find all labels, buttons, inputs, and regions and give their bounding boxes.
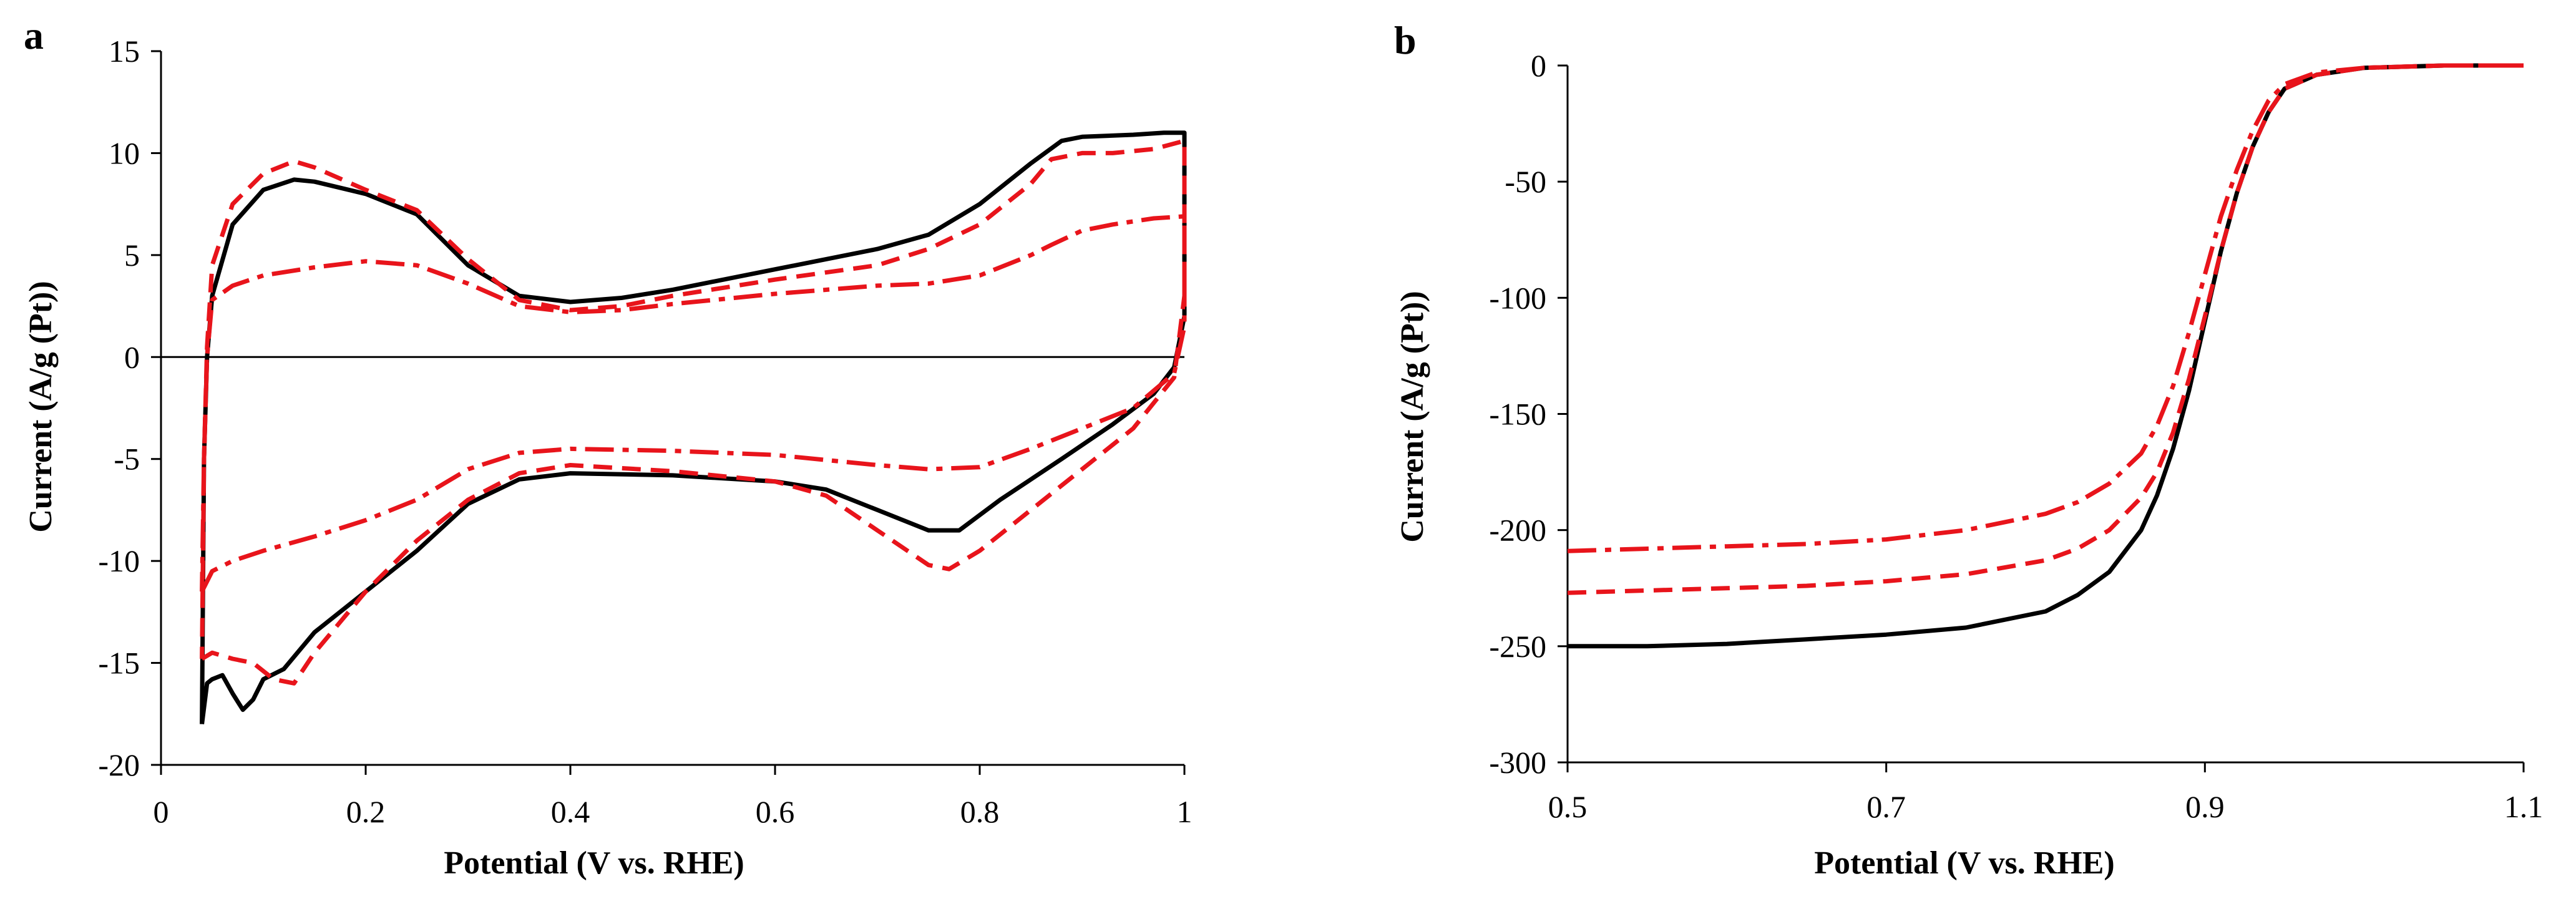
panel-a-y-axis-title: Current (A/g (Pt)) [23,281,59,532]
panel-b-axes [1558,64,2525,772]
panel-a-series-solid-black [200,130,1187,725]
panel-a-y-tick-label: -20 [98,747,140,782]
panel-a-x-tick-label: 0.8 [960,794,1000,829]
panel-a-chart: a 15 10 5 0 -5 -10 -15 -20 0 0.2 0.4 0.6 0.8 1 Curren… [23,13,1193,881]
panel-a-y-tick-label: -15 [98,646,140,681]
panel-b-y-tick-label: -300 [1489,745,1546,780]
panel-b-x-tick-label: 1.1 [2504,789,2544,824]
panel-b-x-tick-label: 0.5 [1548,789,1588,824]
panel-a-x-tick-label: 0 [154,794,169,829]
panel-b-x-tick-label: 0.9 [2185,789,2225,824]
panel-b-y-tick-label: -150 [1489,397,1546,432]
panel-a-series-red-dash-dot [200,214,1187,593]
panel-b-x-axis-title: Potential (V vs. RHE) [1814,845,2114,881]
panel-a-y-tick-label: 10 [109,135,140,170]
panel-a-y-tick-label: 0 [124,339,140,374]
panel-a-x-tick-label: 0.6 [756,794,795,829]
panel-a-label: a [24,13,44,57]
panel-b-x-tick-label: 0.7 [1866,789,1906,824]
panel-b-series-red-dash-dot [1567,63,2524,553]
panel-b-series [1567,63,2524,649]
panel-a-series [200,130,1187,725]
panel-a-series-red-dashed [200,139,1187,686]
panel-b-y-tick-label: 0 [1531,48,1546,83]
panel-b-series-solid-black [1568,63,2524,649]
panel-b-y-tick-label: -100 [1489,280,1546,315]
panel-b-label: b [1394,18,1417,62]
panel-a-y-tick-label: 5 [124,238,140,273]
panel-b-y-tick-label: -200 [1489,513,1546,548]
panel-a-y-tick-label: 15 [109,34,140,69]
panel-a-y-tick-label: -5 [114,442,140,477]
panel-a-x-tick-label: 0.2 [346,794,386,829]
panel-a-y-tick-label: -10 [98,543,140,578]
panel-b-y-tick-label: -50 [1505,164,1546,199]
panel-a-x-tick-label: 0.4 [551,794,590,829]
panel-a-x-tick-label: 1 [1177,794,1193,829]
panel-a-axes [151,50,1186,775]
panel-b-y-axis-title: Current (A/g (Pt)) [1395,291,1430,542]
panel-b-series-red-dashed [1567,63,2524,595]
panel-a-tick-labels: 15 10 5 0 -5 -10 -15 -20 0 0.2 0.4 0.6 0.8 1 [98,34,1192,829]
panel-b-y-tick-label: -250 [1489,629,1546,664]
panel-a-x-axis-title: Potential (V vs. RHE) [444,845,744,881]
